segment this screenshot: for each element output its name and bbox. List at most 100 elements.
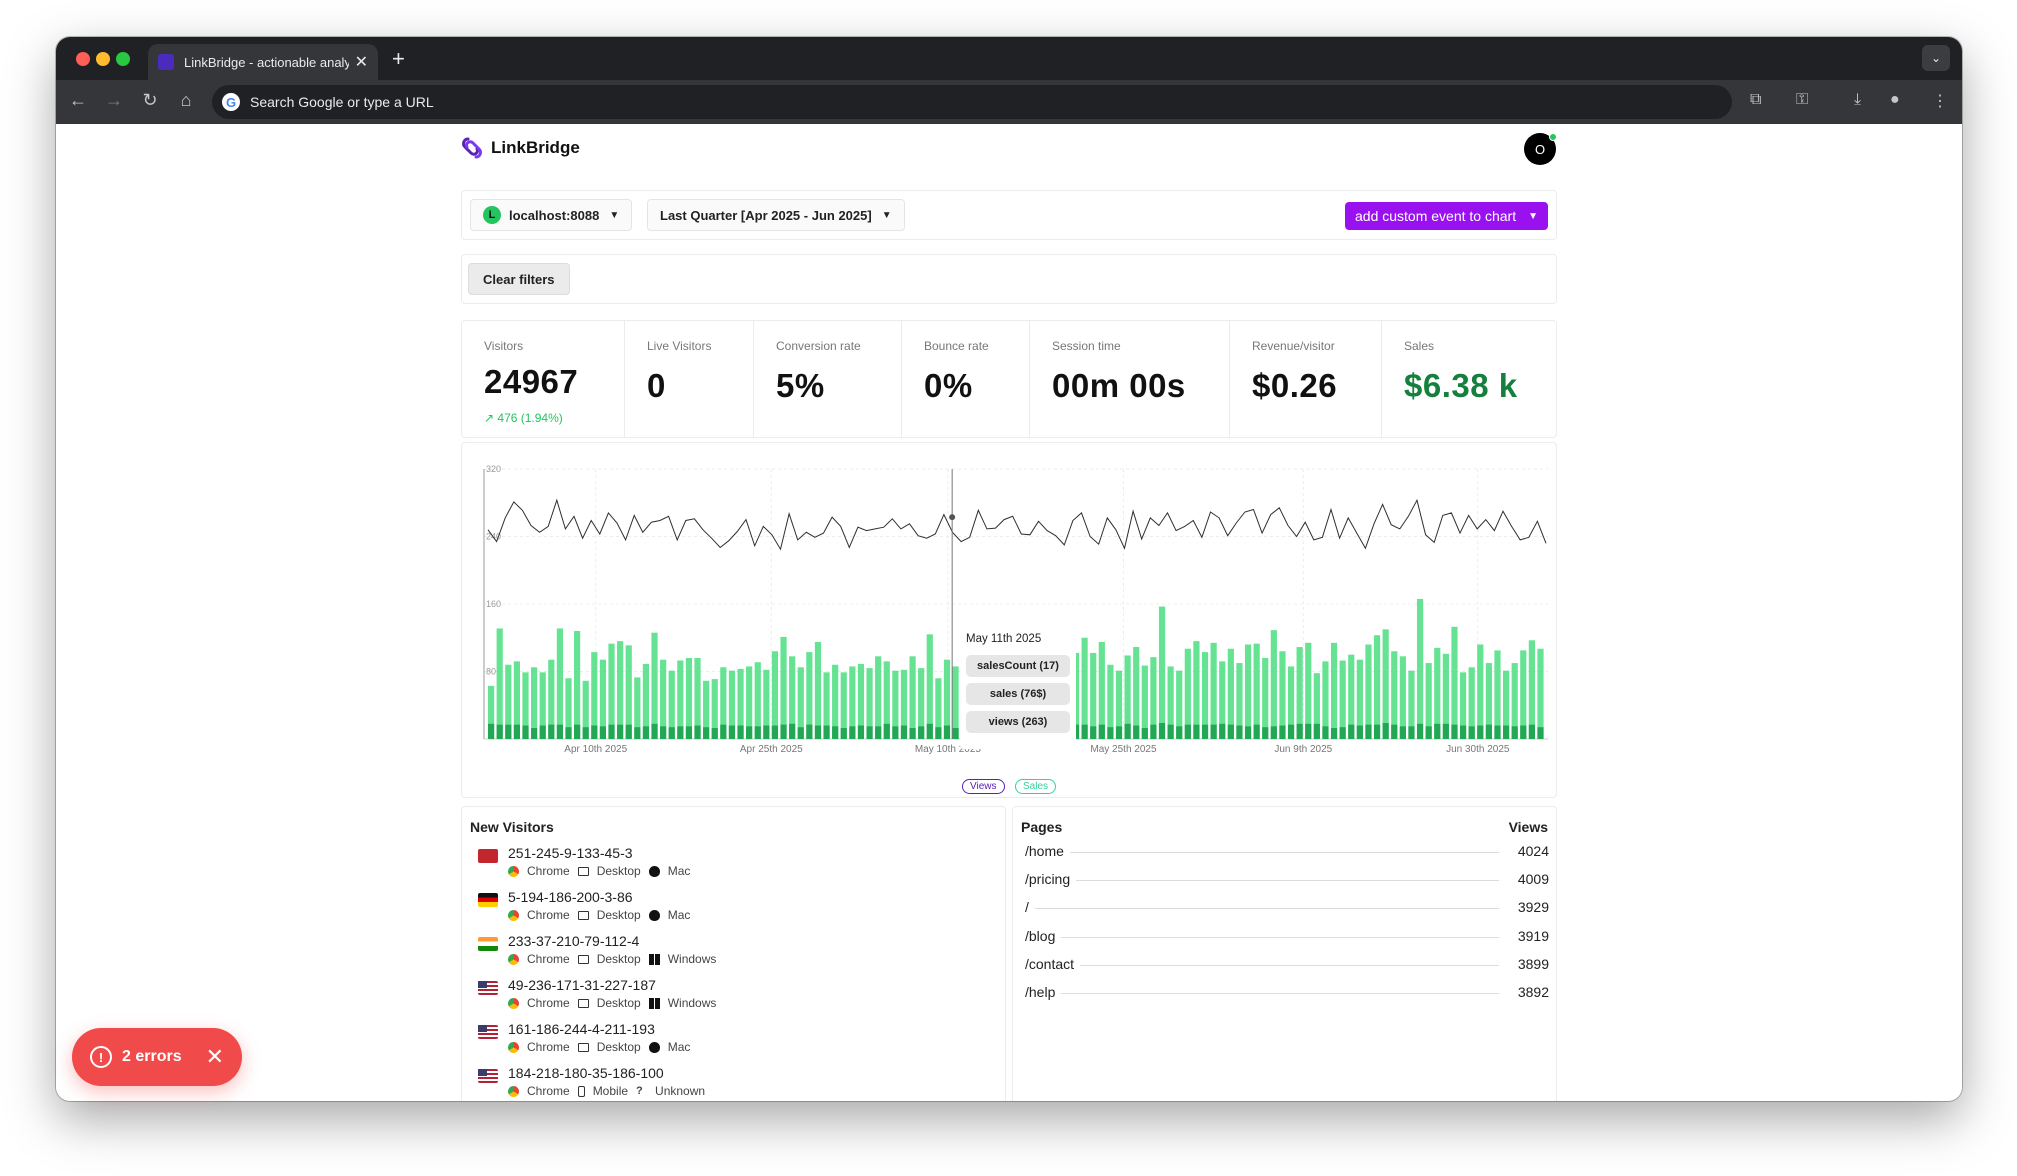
- sales-bar: [728, 670, 736, 739]
- list-item[interactable]: 5-194-186-200-3-86 Chrome Desktop Mac: [478, 889, 878, 929]
- page-row[interactable]: /contact 3899: [1025, 955, 1549, 974]
- home-icon[interactable]: ⌂: [180, 90, 192, 110]
- errors-toast[interactable]: ! 2 errors ✕: [72, 1028, 242, 1086]
- sales-bar: [763, 669, 770, 739]
- visitor-os: Mac: [667, 1040, 691, 1054]
- salescount-bar: [1373, 724, 1381, 739]
- address-bar[interactable]: G Search Google or type a URL: [212, 85, 1732, 119]
- sales-bar: [1494, 650, 1501, 739]
- new-tab-button[interactable]: +: [392, 46, 405, 71]
- row-divider: [1025, 908, 1499, 910]
- download-icon[interactable]: ⤓: [1854, 91, 1862, 108]
- page-views: 4009: [1517, 871, 1549, 888]
- salescount-bar: [1391, 724, 1398, 739]
- sales-bar: [1090, 652, 1097, 739]
- sales-bar: [1107, 664, 1114, 739]
- close-icon[interactable]: ✕: [205, 1044, 224, 1069]
- add-custom-event-button[interactable]: add custom event to chart ▼: [1345, 202, 1548, 230]
- stat-session-time[interactable]: Session time 00m 00s: [1030, 321, 1230, 437]
- stat-conversion-rate[interactable]: Conversion rate 5%: [754, 321, 902, 437]
- sales-bar: [496, 628, 503, 739]
- page-content: LinkBridge O L localhost:8088 ▼ Last Qua…: [56, 124, 1962, 1101]
- date-range-selector[interactable]: Last Quarter [Apr 2025 - Jun 2025] ▼: [647, 199, 905, 231]
- close-tab-icon[interactable]: ✕: [354, 54, 368, 71]
- page-row[interactable]: / 3929: [1025, 899, 1549, 917]
- sales-bar: [1356, 659, 1363, 739]
- chrome-icon: [508, 953, 519, 965]
- salescount-bar: [556, 724, 564, 739]
- salescount-bar: [1434, 723, 1441, 739]
- forward-icon[interactable]: →: [105, 90, 123, 110]
- sales-bar: [771, 651, 779, 739]
- salescount-bar: [1485, 724, 1492, 739]
- minimize-window-button[interactable]: [96, 52, 110, 66]
- salescount-bar: [522, 725, 529, 739]
- stat-revenue-per-visitor[interactable]: Revenue/visitor $0.26: [1230, 321, 1382, 437]
- legend-sales[interactable]: Sales: [1015, 779, 1057, 794]
- sales-bar: [1227, 648, 1234, 739]
- salescount-bar: [1365, 724, 1372, 739]
- avatar[interactable]: O: [1524, 133, 1557, 165]
- clear-filters-button[interactable]: Clear filters: [468, 263, 570, 295]
- sales-bar: [556, 628, 564, 739]
- page-row[interactable]: /home 4024: [1025, 843, 1549, 861]
- browser-tab[interactable]: LinkBridge - actionable analytics ✕: [148, 44, 378, 80]
- salescount-bar: [531, 728, 538, 739]
- salescount-bar: [1416, 723, 1424, 739]
- salescount-bar: [909, 728, 916, 739]
- chart-canvas[interactable]: 320 240 160 80 Apr 10th 2025 Apr 25th 2025 May…: [462, 443, 1558, 799]
- page-row[interactable]: /help 3892: [1025, 984, 1549, 1002]
- tab-search-button[interactable]: ⌄: [1922, 45, 1950, 71]
- passwords-icon[interactable]: ⚿: [1796, 91, 1809, 108]
- sales-bar: [720, 667, 727, 739]
- list-item[interactable]: 184-218-180-35-186-100 Chrome Mobile? Unkno…: [478, 1065, 878, 1101]
- stat-bounce-rate[interactable]: Bounce rate 0%: [902, 321, 1030, 437]
- sales-bar: [866, 668, 873, 739]
- profile-icon[interactable]: ●: [1890, 91, 1900, 108]
- alert-icon: !: [90, 1046, 112, 1068]
- salescount-bar: [1537, 727, 1544, 739]
- site-selector[interactable]: L localhost:8088 ▼: [470, 199, 633, 231]
- stat-live-visitors[interactable]: Live Visitors 0: [625, 321, 754, 437]
- section-title: Pages: [1021, 819, 1063, 835]
- sales-bar: [1201, 652, 1209, 739]
- avatar-initial: O: [1534, 141, 1546, 157]
- browser-toolbar: ← → ↻ ⌂ G Search Google or type a URL ⧉ …: [56, 80, 1962, 124]
- page-row[interactable]: /blog 3919: [1025, 927, 1549, 946]
- date-range-label: Last Quarter [Apr 2025 - Jun 2025]: [660, 207, 872, 223]
- extensions-icon[interactable]: ⧉: [1750, 91, 1762, 108]
- salescount-bar: [539, 725, 546, 739]
- sales-bar: [1485, 663, 1492, 739]
- chrome-icon: [508, 1085, 519, 1097]
- reload-icon[interactable]: ↻: [142, 90, 158, 110]
- salescount-bar: [1279, 725, 1286, 739]
- zoom-window-button[interactable]: [116, 52, 130, 66]
- sales-bar: [668, 670, 675, 739]
- list-item[interactable]: 251-245-9-133-45-3 Chrome Desktop Mac: [478, 845, 878, 885]
- stat-label: Conversion rate: [776, 339, 861, 353]
- visitor-browser: Chrome: [527, 952, 570, 966]
- sales-bar: [1373, 635, 1381, 739]
- stat-sales[interactable]: Sales $6.38 k: [1382, 321, 1556, 437]
- google-icon: G: [222, 93, 240, 111]
- sales-bar: [565, 678, 572, 739]
- sales-bar: [780, 636, 787, 739]
- sales-bar: [1442, 653, 1449, 739]
- sales-bar: [918, 668, 925, 739]
- close-window-button[interactable]: [76, 52, 90, 66]
- brand[interactable]: LinkBridge: [461, 136, 580, 160]
- list-item[interactable]: 233-37-210-79-112-4 Chrome Desktop Windows: [478, 933, 878, 973]
- salescount-bar: [496, 724, 503, 739]
- stats-row: Visitors 24967 ↗ 476 (1.94%) Live Visito…: [461, 320, 1557, 438]
- page-row[interactable]: /pricing 4009: [1025, 871, 1549, 889]
- stat-value: 24967: [484, 363, 579, 400]
- list-item[interactable]: 49-236-171-31-227-187 Chrome Desktop Window…: [478, 977, 878, 1017]
- list-item[interactable]: 161-186-244-4-211-193 Chrome Desktop Mac: [478, 1021, 878, 1061]
- menu-icon[interactable]: ⋮: [1932, 93, 1948, 110]
- pages-panel: Pages Views /home 4024/pricing 4009 / 3929/b…: [1012, 806, 1557, 1101]
- legend-views[interactable]: Views: [962, 779, 1005, 794]
- back-icon[interactable]: ←: [69, 90, 87, 110]
- sales-bar: [1416, 598, 1424, 739]
- stat-visitors[interactable]: Visitors 24967 ↗ 476 (1.94%): [462, 321, 625, 437]
- hover-point: [949, 514, 956, 521]
